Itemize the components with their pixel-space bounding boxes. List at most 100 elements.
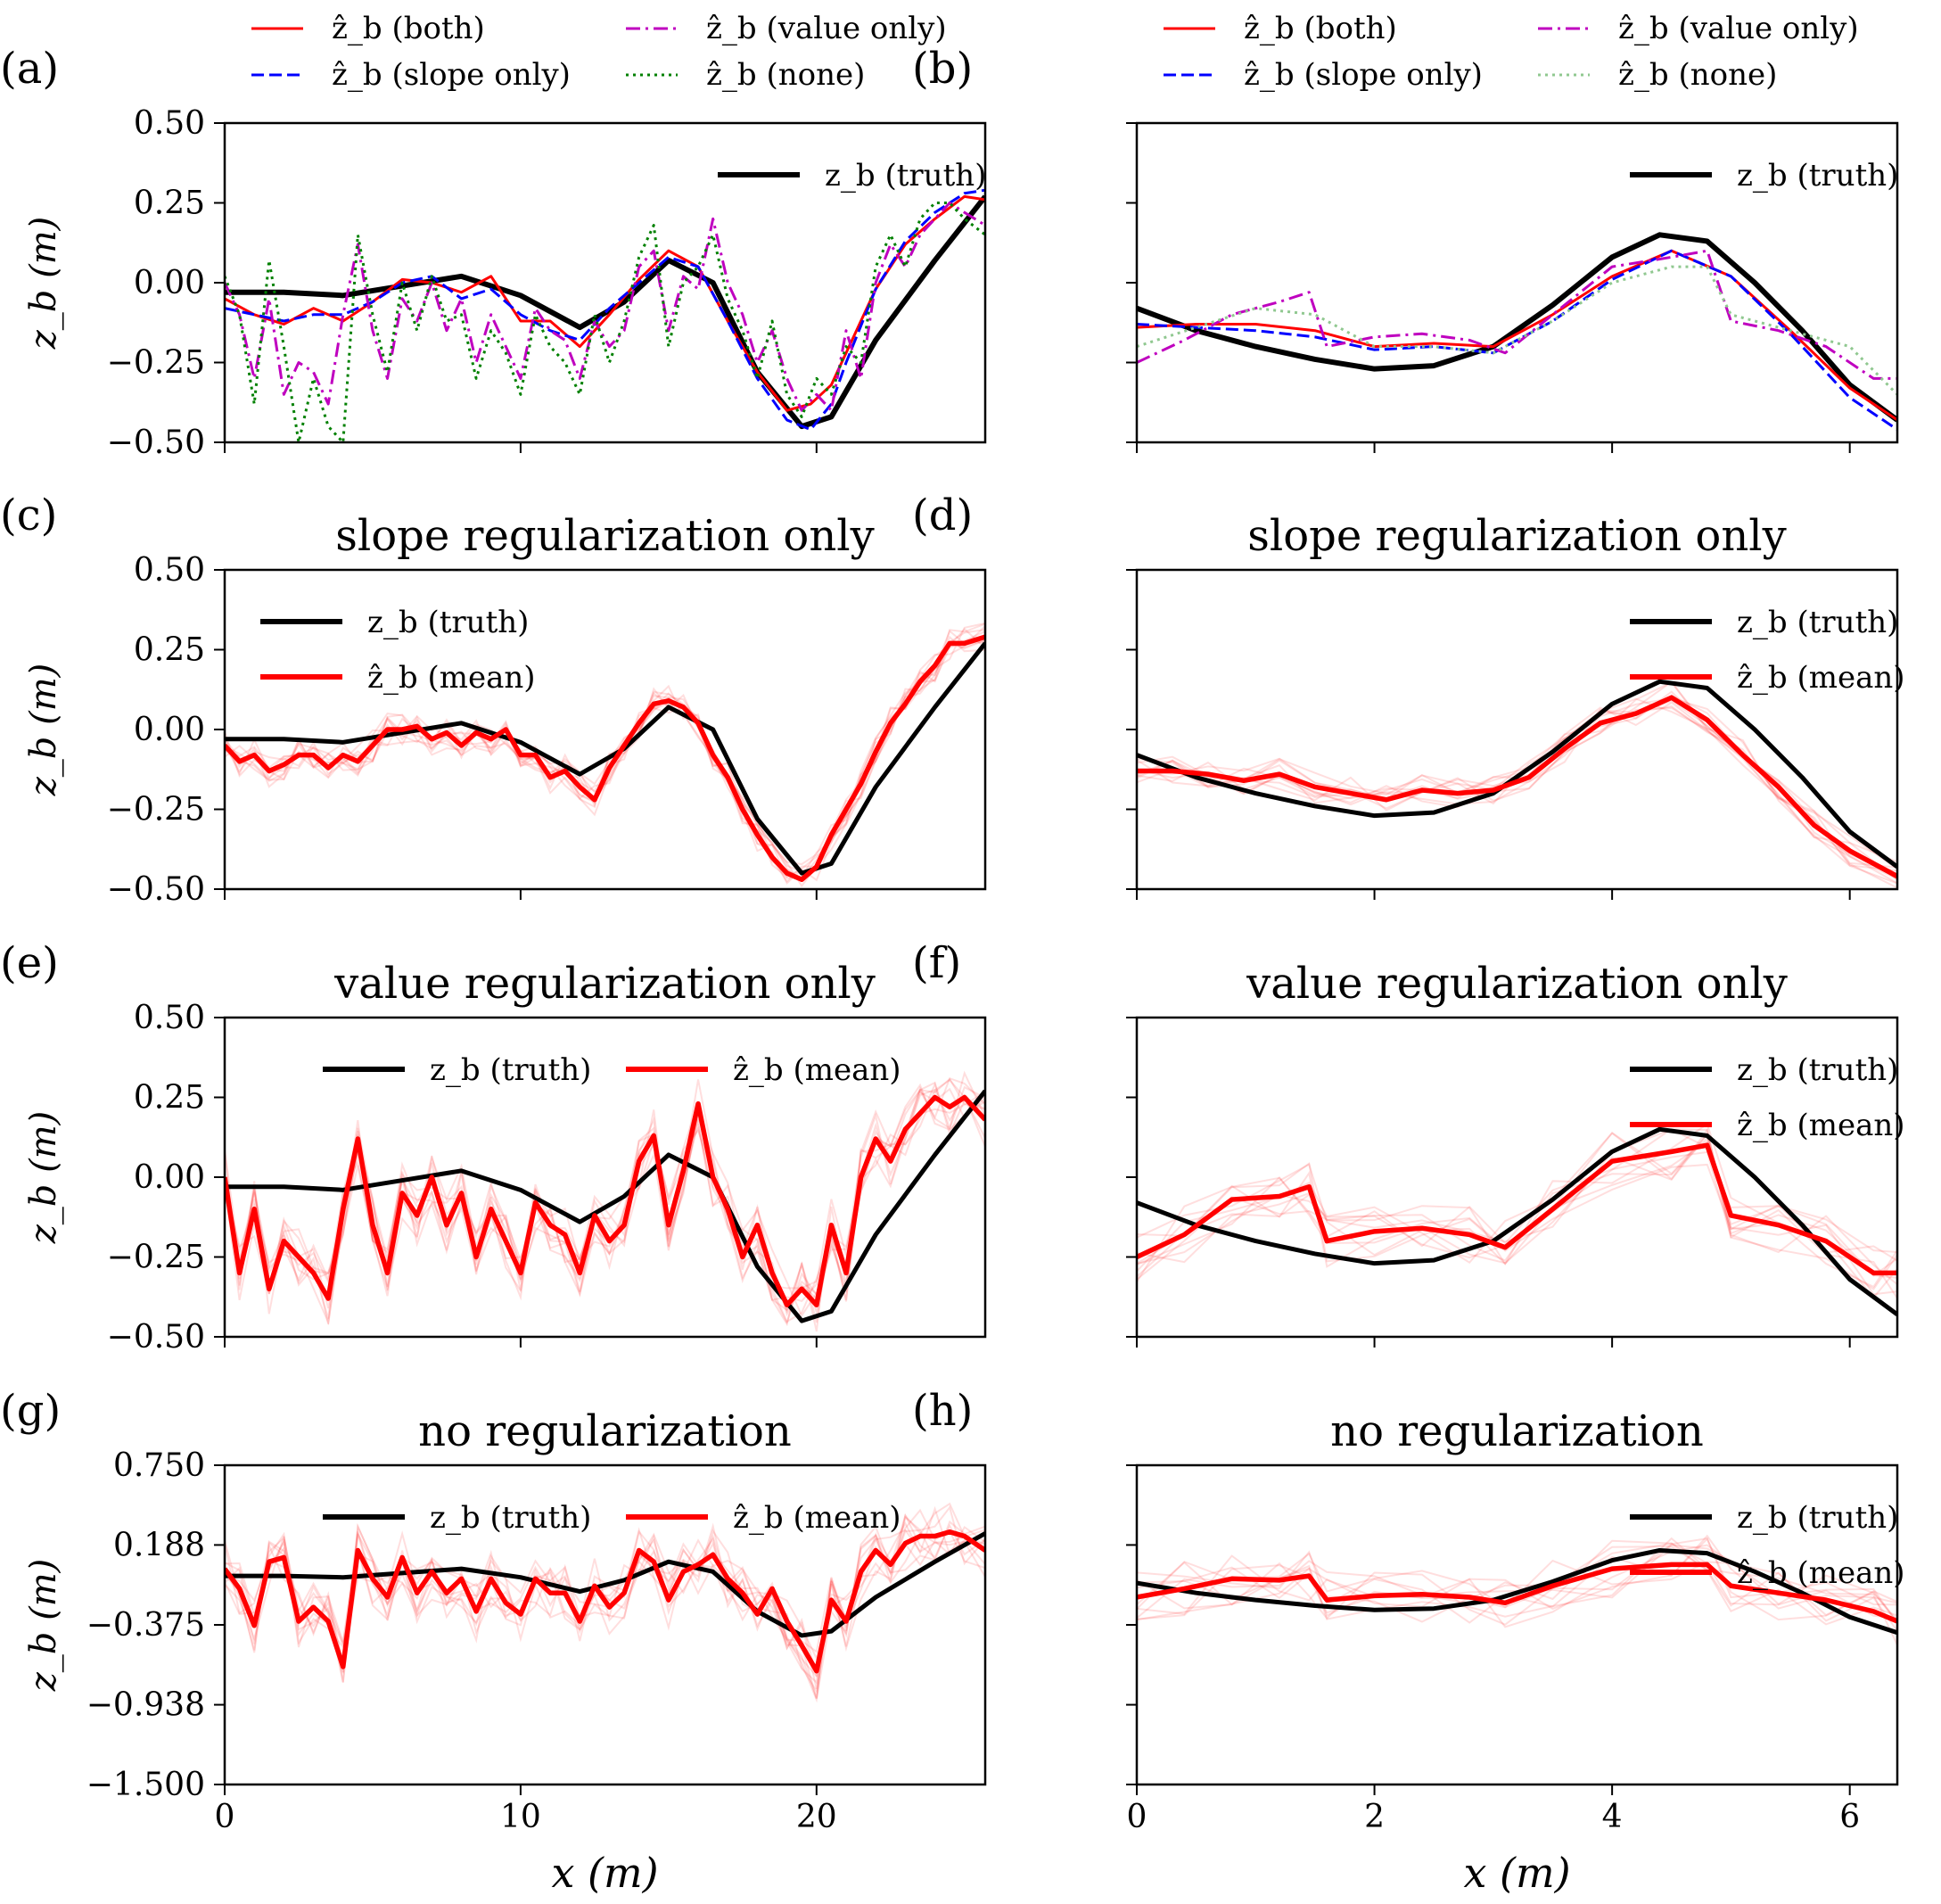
y-tick-label: −0.375 bbox=[86, 1607, 205, 1644]
y-tick-label: −1.500 bbox=[86, 1767, 205, 1803]
legend-label: z_b (truth) bbox=[825, 158, 986, 194]
series-line-b-mean bbox=[225, 634, 985, 883]
series-line-b-none bbox=[225, 202, 985, 442]
series-line-b-mean bbox=[225, 1094, 985, 1307]
legend-label: ẑ_b (none) bbox=[1618, 57, 1777, 93]
legend-label: ẑ_b (mean) bbox=[1737, 1108, 1905, 1143]
x-axis-label: x (m) bbox=[1463, 1849, 1570, 1897]
series-line-b-mean bbox=[1137, 1562, 1897, 1624]
series-line-b-mean bbox=[225, 1529, 985, 1674]
legend-label: ẑ_b (slope only) bbox=[332, 57, 571, 93]
panel-label-f: (f) bbox=[912, 938, 961, 988]
panel-label-a: (a) bbox=[0, 44, 59, 94]
y-axis-label: z_b (m) bbox=[23, 664, 64, 797]
panel-label-g: (g) bbox=[0, 1386, 61, 1436]
panel-h: 0 2 4 6 (h) no regularization x (m) z_b (truth)… bbox=[912, 1386, 1905, 1897]
series-line-b-mean bbox=[1137, 1142, 1897, 1276]
legend-label: z_b (truth) bbox=[430, 1500, 591, 1536]
x-tick-label: 20 bbox=[796, 1799, 837, 1835]
series-line-z-b-truth bbox=[1137, 232, 1897, 423]
plot-area-g bbox=[225, 1502, 985, 1703]
x-tick-label: 6 bbox=[1839, 1799, 1860, 1835]
ensemble-member-line bbox=[1137, 680, 1897, 880]
legend-label: z_b (truth) bbox=[1737, 158, 1898, 194]
y-tick-label: 0.25 bbox=[134, 185, 205, 222]
x-tick-label: 2 bbox=[1364, 1799, 1385, 1835]
series-line-z-b-truth bbox=[1137, 1126, 1897, 1316]
series-line-b-mean bbox=[1137, 695, 1897, 879]
ensemble-member-line bbox=[225, 1070, 985, 1326]
ensemble-member-line bbox=[1137, 1559, 1897, 1624]
x-tick-label: 0 bbox=[215, 1799, 235, 1835]
plot-area-d bbox=[1137, 679, 1897, 889]
panel-e: −0.50 −0.25 0.00 0.25 0.50 (e) value regulariz… bbox=[0, 938, 987, 1356]
panel-label-e: (e) bbox=[0, 938, 59, 988]
panel-title: slope regularization only bbox=[1247, 511, 1786, 561]
ensemble-member-line bbox=[225, 1083, 985, 1318]
y-tick-label: 0.50 bbox=[134, 1000, 205, 1036]
y-tick-label: 0.25 bbox=[134, 632, 205, 669]
legend-label: ẑ_b (mean) bbox=[733, 1500, 901, 1536]
series-line-b-slope-only bbox=[1137, 249, 1897, 431]
ensemble-member-line bbox=[225, 1502, 985, 1685]
legend-label: z_b (truth) bbox=[1737, 1052, 1898, 1088]
x-tick-label: 10 bbox=[500, 1799, 541, 1835]
panel-title: value regularization only bbox=[1246, 959, 1788, 1009]
y-tick-label: 0.00 bbox=[134, 265, 205, 301]
y-axis-label: z_b (m) bbox=[23, 217, 64, 350]
panel-title: no regularization bbox=[1330, 1406, 1704, 1456]
y-axis-label: z_b (m) bbox=[23, 1559, 64, 1693]
y-tick-label: −0.25 bbox=[107, 792, 205, 828]
panel-d: (d) slope regularization only z_b (truth) ẑ… bbox=[912, 490, 1905, 900]
panel-c: −0.50 −0.25 0.00 0.25 0.50 (c) slope regulariz… bbox=[0, 490, 987, 908]
ensemble-member-line bbox=[1137, 1542, 1897, 1626]
legend-label: ẑ_b (slope only) bbox=[1244, 57, 1483, 93]
y-tick-label: −0.25 bbox=[107, 1240, 205, 1276]
series-line-z-b-truth bbox=[225, 641, 985, 876]
plot-area-f bbox=[1137, 1122, 1897, 1316]
y-tick-label: −0.50 bbox=[107, 1319, 205, 1356]
legend-label: ẑ_b (both) bbox=[332, 11, 485, 46]
legend-label: ẑ_b (value only) bbox=[706, 11, 947, 46]
series-line-z-b-truth bbox=[225, 194, 985, 430]
plot-area-c bbox=[225, 622, 985, 888]
legend-label: z_b (truth) bbox=[1737, 1500, 1898, 1536]
ensemble-member-line bbox=[225, 1077, 985, 1319]
ensemble-member-line bbox=[1137, 1128, 1897, 1264]
y-tick-label: −0.938 bbox=[86, 1687, 205, 1724]
ensemble-member-line bbox=[225, 1078, 985, 1312]
ensemble-member-line bbox=[1137, 706, 1897, 872]
y-tick-label: 0.750 bbox=[113, 1447, 205, 1484]
plot-area-e bbox=[225, 1070, 985, 1332]
ensemble-member-line bbox=[225, 1091, 985, 1317]
ensemble-member-line bbox=[1137, 1545, 1897, 1632]
panel-title: slope regularization only bbox=[335, 511, 874, 561]
series-line-z-b-truth bbox=[1137, 679, 1897, 869]
y-axis-label: z_b (m) bbox=[23, 1111, 64, 1245]
ensemble-member-line bbox=[1137, 1161, 1897, 1263]
panel-title: value regularization only bbox=[333, 959, 876, 1009]
legend-label: ẑ_b (mean) bbox=[367, 660, 536, 696]
y-tick-label: 0.00 bbox=[134, 712, 205, 748]
panel-b: (b) ẑ_b (both) ẑ_b (slope only) ẑ_b (value … bbox=[912, 11, 1898, 453]
ensemble-member-line bbox=[1137, 1132, 1897, 1290]
x-tick-label: 0 bbox=[1127, 1799, 1147, 1835]
legend-label: ẑ_b (mean) bbox=[1737, 660, 1905, 696]
y-tick-label: 0.25 bbox=[134, 1080, 205, 1117]
series-line-b-both bbox=[1137, 249, 1897, 422]
legend-label: z_b (truth) bbox=[430, 1052, 591, 1088]
plot-area-b bbox=[1137, 232, 1897, 431]
panel-g: 0 10 20 −1.500 −0.938 −0.375 0.188 0.750 (g) no r… bbox=[0, 1386, 987, 1897]
series-line-b-value-only bbox=[225, 202, 985, 412]
ensemble-member-line bbox=[1137, 1131, 1897, 1278]
x-axis-label: x (m) bbox=[551, 1849, 658, 1897]
series-line-z-b-truth bbox=[1137, 1547, 1897, 1636]
legend-label: ẑ_b (mean) bbox=[733, 1052, 901, 1088]
y-tick-label: 0.188 bbox=[113, 1527, 205, 1563]
plot-area-h bbox=[1137, 1534, 1897, 1646]
series-line-b-slope-only bbox=[225, 188, 985, 432]
ensemble-member-line bbox=[225, 639, 985, 888]
panel-a: −0.50 −0.25 0.00 0.25 0.50 (a) z_b (m) ẑ_b (bot… bbox=[0, 11, 986, 461]
ensemble-member-line bbox=[1137, 701, 1897, 870]
